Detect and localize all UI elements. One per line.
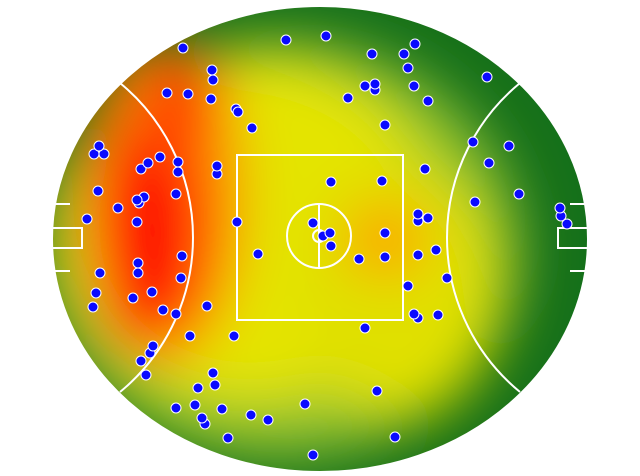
point — [481, 71, 493, 83]
point — [325, 240, 337, 252]
point — [483, 157, 495, 169]
point — [131, 216, 143, 228]
point — [172, 156, 184, 168]
point — [112, 202, 124, 214]
point — [170, 402, 182, 414]
point — [422, 95, 434, 107]
point — [175, 272, 187, 284]
point — [299, 398, 311, 410]
point — [132, 257, 144, 269]
point — [222, 432, 234, 444]
point — [325, 176, 337, 188]
point — [307, 217, 319, 229]
point — [170, 308, 182, 320]
point — [132, 267, 144, 279]
point — [359, 80, 371, 92]
point — [422, 212, 434, 224]
point — [371, 385, 383, 397]
point — [189, 399, 201, 411]
point — [369, 78, 381, 90]
point — [140, 369, 152, 381]
point — [207, 74, 219, 86]
point — [154, 151, 166, 163]
point — [170, 188, 182, 200]
point — [408, 308, 420, 320]
point — [81, 213, 93, 225]
point — [430, 244, 442, 256]
point — [467, 136, 479, 148]
point — [402, 280, 414, 292]
point — [379, 119, 391, 131]
point — [90, 287, 102, 299]
point — [172, 166, 184, 178]
point — [135, 355, 147, 367]
point — [408, 80, 420, 92]
point — [92, 185, 104, 197]
point — [142, 157, 154, 169]
point — [262, 414, 274, 426]
point — [366, 48, 378, 60]
point — [157, 304, 169, 316]
point — [419, 163, 431, 175]
point — [94, 267, 106, 279]
point — [209, 379, 221, 391]
point — [206, 64, 218, 76]
point — [135, 163, 147, 175]
point — [192, 382, 204, 394]
point — [561, 218, 573, 230]
point — [184, 330, 196, 342]
field-lines — [51, 5, 589, 473]
point — [469, 196, 481, 208]
point — [513, 188, 525, 200]
point — [432, 309, 444, 321]
point — [398, 48, 410, 60]
point — [324, 227, 336, 239]
point — [127, 292, 139, 304]
point — [441, 272, 453, 284]
point — [379, 251, 391, 263]
point — [205, 93, 217, 105]
point — [252, 248, 264, 260]
point — [201, 300, 213, 312]
point — [177, 42, 189, 54]
point — [320, 30, 332, 42]
point — [246, 122, 258, 134]
point — [554, 202, 566, 214]
point — [280, 34, 292, 46]
point — [147, 340, 159, 352]
point — [342, 92, 354, 104]
point — [412, 249, 424, 261]
point — [131, 194, 143, 206]
point — [412, 208, 424, 220]
point — [182, 88, 194, 100]
point — [359, 322, 371, 334]
point — [379, 227, 391, 239]
point — [376, 175, 388, 187]
point — [176, 250, 188, 262]
point — [216, 403, 228, 415]
point — [207, 367, 219, 379]
point — [146, 286, 158, 298]
point — [228, 330, 240, 342]
point — [93, 140, 105, 152]
point — [161, 87, 173, 99]
point — [87, 301, 99, 313]
point — [389, 431, 401, 443]
point — [402, 62, 414, 74]
point — [98, 148, 110, 160]
point — [196, 412, 208, 424]
point — [231, 216, 243, 228]
point — [245, 409, 257, 421]
point — [232, 106, 244, 118]
point — [211, 160, 223, 172]
point — [503, 140, 515, 152]
point — [307, 449, 319, 461]
point — [409, 38, 421, 50]
point — [353, 253, 365, 265]
